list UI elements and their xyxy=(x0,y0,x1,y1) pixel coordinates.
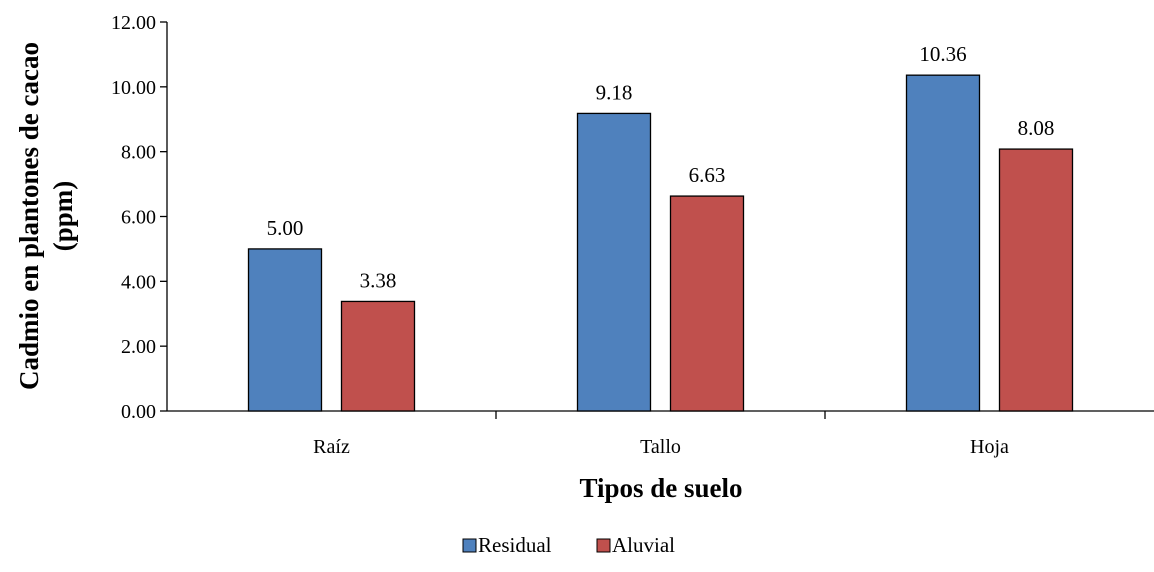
bar-residual-raíz xyxy=(247,248,323,412)
plot-area: 0.00 2.00 4.00 6.00 8.00 10.00 12.00 Raíz 5.00 3.… xyxy=(111,12,1154,458)
data-label: 3.38 xyxy=(360,268,397,292)
legend-label: Residual xyxy=(478,533,552,557)
y-tick-label: 2.00 xyxy=(121,336,156,358)
bar-residual-tallo xyxy=(576,112,652,412)
x-tick-label: Hoja xyxy=(970,436,1009,458)
x-tick-label: Tallo xyxy=(640,436,681,458)
data-label: 6.63 xyxy=(689,163,726,187)
x-axis-title: Tipos de suelo xyxy=(579,473,742,503)
y-axis-title-line-2: (ppm) xyxy=(48,181,78,252)
data-label: 10.36 xyxy=(919,42,966,66)
data-label: 9.18 xyxy=(596,80,633,104)
y-tick-label: 4.00 xyxy=(121,271,156,293)
y-tick-label: 12.00 xyxy=(111,12,156,34)
y-tick-label: 0.00 xyxy=(121,401,156,423)
bar-aluvial-tallo xyxy=(669,195,745,412)
data-label: 8.08 xyxy=(1018,116,1055,140)
bar-residual-hoja xyxy=(905,74,981,412)
bar-aluvial-raíz xyxy=(340,300,416,412)
x-tick-label: Raíz xyxy=(313,436,350,458)
data-label: 5.00 xyxy=(267,216,304,240)
y-tick-label: 10.00 xyxy=(111,77,156,99)
legend-label: Aluvial xyxy=(612,533,675,557)
bar-aluvial-hoja xyxy=(998,148,1074,412)
legend: Residual Aluvial xyxy=(462,533,675,557)
legend-swatch-aluvial xyxy=(596,538,611,553)
y-tick-label: 8.00 xyxy=(121,142,156,164)
legend-swatch-residual xyxy=(462,538,477,553)
y-tick-label: 6.00 xyxy=(121,207,156,229)
y-axis-title-line-1: Cadmio en plantones de cacao xyxy=(14,42,44,390)
